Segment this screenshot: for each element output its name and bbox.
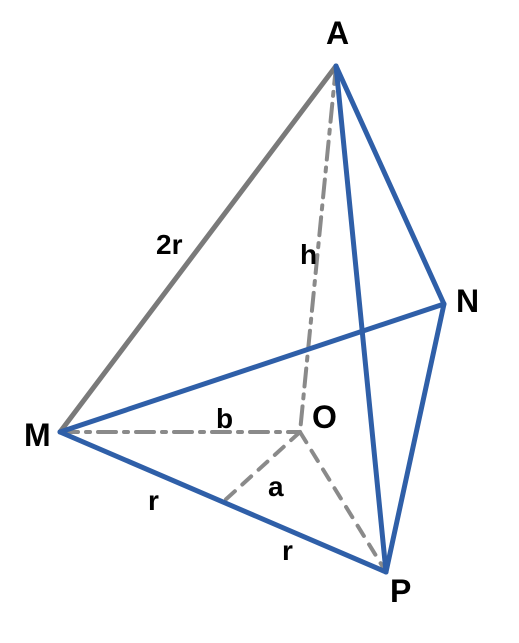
vertex-label-o: O: [312, 399, 337, 435]
edge-label: 2r: [156, 229, 183, 260]
vertex-label-m: M: [24, 417, 51, 453]
edge-solid-blue: [336, 66, 386, 572]
vertex-label-n: N: [456, 283, 479, 319]
edge-solid-blue: [60, 304, 444, 432]
vertex-label-p: P: [390, 573, 411, 609]
edge-label: r: [282, 535, 293, 566]
edge-solid-blue: [386, 304, 444, 572]
edge-solid-blue: [336, 66, 444, 304]
edge-label: h: [300, 239, 317, 270]
edge-label: a: [268, 471, 284, 502]
edge-label: r: [148, 485, 159, 516]
edge-solid-gray: [60, 66, 336, 432]
edge-dash: [223, 432, 300, 502]
edge-solid-blue: [60, 432, 386, 572]
edge-label: b: [216, 403, 233, 434]
vertex-label-a: A: [326, 15, 349, 51]
tetrahedron-diagram: 2r h b a r r A N M P O: [0, 0, 519, 643]
